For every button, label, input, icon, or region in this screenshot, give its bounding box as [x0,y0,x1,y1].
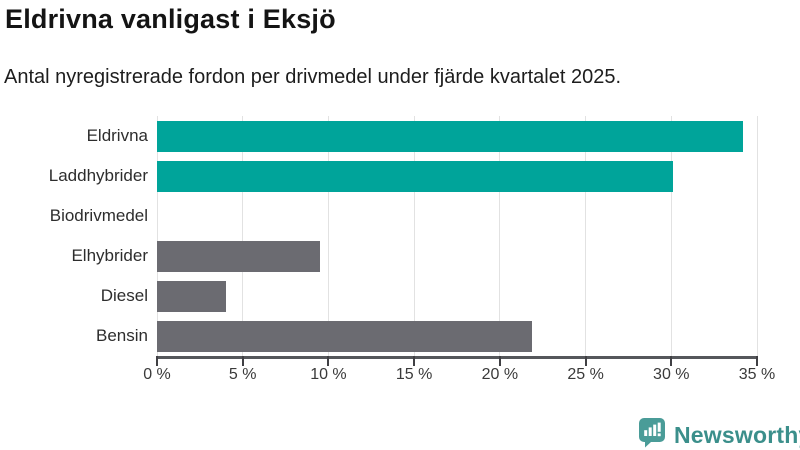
x-axis-tick [413,356,416,366]
gridline [156,116,158,356]
category-label: Laddhybrider [48,166,148,185]
x-axis-tick-label: 0 % [143,366,171,383]
gridline [242,116,244,356]
bar-elhybrider [157,240,320,272]
bar-bensin [157,320,533,352]
category-label: Eldrivna [86,126,148,145]
x-axis-tick [241,356,244,366]
gridline [585,116,587,356]
x-axis-tick [327,356,330,366]
x-axis-tick [584,356,587,366]
gridline [327,116,329,356]
chart-title: Eldrivna vanligast i Eksjö [5,4,336,34]
x-axis-tick-label: 10 % [310,366,347,383]
bar-diesel [157,280,226,312]
bar-laddhybrider [157,160,673,192]
category-label: Elhybrider [71,246,148,265]
x-axis-tick [670,356,673,366]
chart-subtitle: Antal nyregistrerade fordon per drivmede… [4,66,622,88]
x-axis-tick-label: 15 % [395,366,433,383]
gridline [756,116,758,356]
gridline [499,116,501,356]
x-axis-tick [756,356,758,366]
category-label: Bensin [96,326,148,345]
newsworthy-wordmark: Newsworthy [674,421,800,448]
x-axis-tick-label: 35 % [738,366,776,383]
gridline [670,116,672,356]
x-axis-line [156,356,758,359]
category-label: Diesel [100,286,148,305]
bar-eldrivna [157,120,744,152]
x-axis-tick-label: 25 % [567,366,604,383]
newsworthy-logo-icon [638,417,666,450]
category-label: Biodrivmedel [49,206,148,225]
gridline [413,116,415,356]
x-axis-tick-label: 30 % [653,366,690,383]
x-axis-tick-label: 20 % [481,366,519,383]
x-axis-tick [156,356,158,366]
newsworthy-logo: Newsworthy [638,417,800,450]
x-axis-tick [498,356,501,366]
x-axis-tick-label: 5 % [228,366,257,383]
